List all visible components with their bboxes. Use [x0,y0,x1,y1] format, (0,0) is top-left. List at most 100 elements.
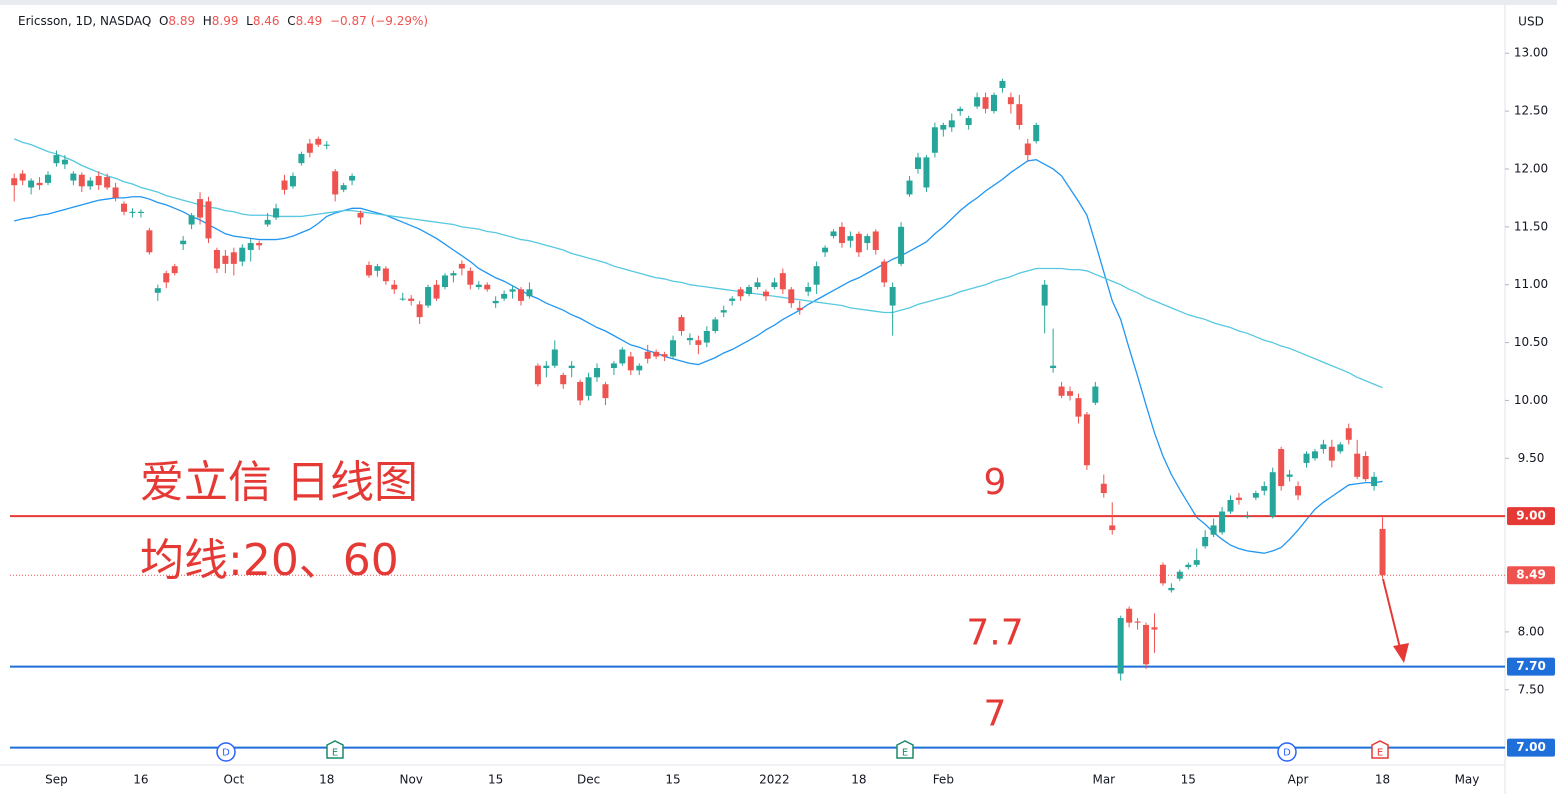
chart-subtitle: 均线:20、60 [140,535,399,586]
price-label: 7.70 [1516,659,1546,673]
candle-body [889,287,896,306]
x-tick-label: 15 [665,773,680,787]
candle-body [484,284,491,290]
level-note: 7 [984,694,1007,735]
x-tick-label: 18 [851,773,866,787]
candle-body [990,94,997,112]
candle-body [1134,621,1141,623]
candle-body [1159,564,1166,584]
candle-body [1168,587,1175,591]
candle-body [1185,564,1192,568]
arrow-head [1393,643,1409,663]
candle-body [416,304,423,318]
candle-body [1286,474,1293,477]
candle-body [391,284,398,290]
y-tick-label: 11.50 [1514,219,1548,233]
candle-body [1143,624,1150,665]
candle-body [298,153,305,164]
symbol: Ericsson, 1D, NASDAQ [18,14,152,28]
candle-body [594,368,601,378]
candle-body [188,215,195,225]
candle-body [163,273,170,283]
candle-body [855,233,862,253]
chart-title: 爱立信 日线图 [140,457,418,508]
candle-body [374,266,381,271]
candle-body [1362,455,1369,480]
candle-body [940,124,947,130]
candle-body [965,118,972,125]
candle-body [306,143,313,153]
candle-body [256,243,263,246]
candle-body [974,97,981,107]
candle-body [982,97,989,109]
candle-body [104,177,111,188]
candle-body [923,157,930,188]
candle-body [788,289,795,304]
axis-unit: USD [1518,15,1544,29]
candle-body [1050,365,1057,369]
candle-body [1058,386,1065,396]
candle-body [1261,486,1268,491]
candle-body [779,273,786,290]
candle-body [1252,493,1259,498]
candle-body [11,178,18,186]
candle-body [762,291,769,297]
candle-body [349,175,356,181]
candle-body [475,284,482,288]
candle-body [1117,618,1124,674]
candle-body [1067,391,1074,396]
candle-body [746,287,753,294]
candle-body [137,211,144,213]
y-tick-label: 9.50 [1518,451,1545,465]
candle-body [408,298,415,301]
candle-body [53,155,60,164]
candle-body [543,365,550,369]
candle-body [19,173,26,181]
candle-body [1210,525,1217,535]
candle-body [289,175,296,187]
candle-body [805,287,812,292]
x-tick-label: Dec [577,773,600,787]
candle-body [636,365,643,371]
candle-body [830,231,837,237]
candle-body [610,363,617,369]
x-tick-label: Feb [933,773,954,787]
candle-body [197,199,204,218]
price-label-box [1507,566,1555,585]
event-marker [1371,740,1389,759]
ohlc-label: H [202,14,212,28]
event-label: D [1283,748,1291,759]
candle-body [467,270,474,285]
candle-body [501,293,508,299]
y-tick-label: 12.50 [1514,104,1548,118]
candle-body [1016,104,1023,125]
price-label: 7.00 [1516,740,1546,754]
event-label: E [902,748,908,759]
candle-body [95,175,102,186]
candle-body [796,307,803,311]
candle-body [1083,414,1090,466]
candle-body [205,201,212,239]
change-percent: (−9.29%) [370,14,429,28]
candle-body [948,120,955,128]
candle-body [931,127,938,153]
high-value: 8.99 [211,14,239,28]
y-tick-label: 8.00 [1518,624,1545,638]
y-tick-label: 7.50 [1518,682,1545,696]
candle-body [1354,453,1361,477]
candle-body [230,252,237,264]
event-label: E [332,748,338,759]
candle-body [1075,398,1082,417]
candle-body [273,208,280,218]
moving-average-line [14,159,1383,554]
candle-body [1269,472,1276,517]
candle-body [1092,386,1099,403]
event-label: E [1377,748,1383,759]
x-tick-label: Nov [399,773,422,787]
candle-body [382,268,389,282]
x-tick-label: Mar [1092,773,1115,787]
candle-body [1007,97,1014,105]
candle-body [1193,560,1200,565]
candle-body [754,282,761,288]
